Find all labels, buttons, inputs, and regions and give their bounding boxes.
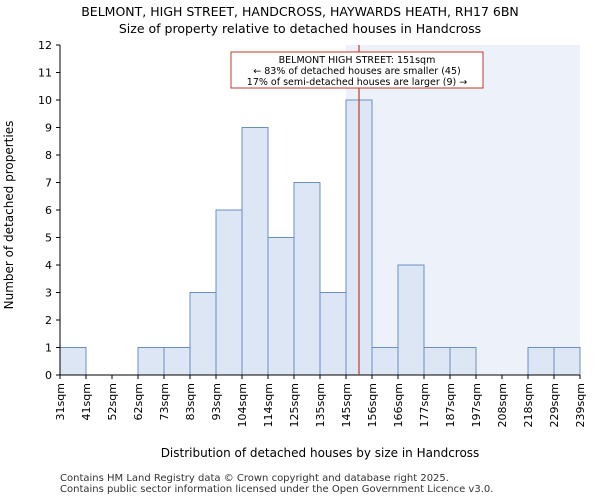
bar-18: [527, 347, 555, 376]
x-tick-label-8: 114sqm: [262, 383, 275, 427]
bar-19: [553, 347, 581, 376]
y-tick-label-8: 8: [45, 149, 52, 162]
bar-8: [267, 237, 295, 376]
y-tick-label-11: 11: [38, 67, 52, 80]
bar-4: [163, 347, 191, 376]
y-tick-label-5: 5: [45, 232, 52, 245]
x-tick-label-16: 197sqm: [470, 383, 483, 427]
highlight-region: [346, 45, 580, 375]
annotation-line-3: 17% of semi-detached houses are larger (…: [247, 77, 467, 88]
x-tick-label-4: 73sqm: [158, 383, 171, 420]
x-tick-label-6: 93sqm: [210, 383, 223, 420]
bar-13: [397, 264, 425, 376]
footer-copyright: Contains HM Land Registry data © Crown c…: [60, 473, 449, 484]
x-tick-label-1: 41sqm: [80, 383, 93, 420]
bar-15: [449, 347, 477, 376]
x-tick-label-12: 156sqm: [366, 383, 379, 427]
x-tick-label-18: 218sqm: [522, 383, 535, 427]
y-tick-label-7: 7: [45, 177, 52, 190]
x-tick-label-19: 229sqm: [548, 383, 561, 427]
y-tick-label-3: 3: [45, 287, 52, 300]
x-tick-label-0: 31sqm: [54, 383, 67, 420]
annotation-box: [230, 51, 484, 89]
bar-3: [137, 347, 165, 376]
bar-0: [59, 347, 87, 376]
chart-title-line1: BELMONT, HIGH STREET, HANDCROSS, HAYWARD…: [81, 4, 519, 19]
y-tick-label-4: 4: [45, 259, 52, 272]
bar-12: [371, 347, 399, 376]
y-tick-label-10: 10: [38, 94, 52, 107]
x-tick-label-5: 83sqm: [184, 383, 197, 420]
y-tick-label-9: 9: [45, 122, 52, 135]
bar-7: [241, 127, 269, 376]
chart-title-line2: Size of property relative to detached ho…: [118, 21, 482, 36]
bar-5: [189, 292, 217, 376]
y-tick-label-12: 12: [38, 39, 52, 52]
y-axis-label: Number of detached properties: [2, 121, 16, 310]
bar-6: [215, 209, 243, 376]
x-tick-label-14: 177sqm: [418, 383, 431, 427]
x-tick-label-17: 208sqm: [496, 383, 509, 427]
x-tick-label-9: 125sqm: [288, 383, 301, 427]
x-tick-label-15: 187sqm: [444, 383, 457, 427]
x-tick-label-2: 52sqm: [106, 383, 119, 420]
y-tick-label-0: 0: [45, 369, 52, 382]
x-tick-label-3: 62sqm: [132, 383, 145, 420]
x-tick-label-13: 166sqm: [392, 383, 405, 427]
x-axis-label: Distribution of detached houses by size …: [161, 446, 480, 460]
annotation-line-1: BELMONT HIGH STREET: 151sqm: [279, 55, 436, 66]
bar-9: [293, 182, 321, 376]
y-tick-label-1: 1: [45, 342, 52, 355]
x-tick-label-20: 239sqm: [574, 383, 587, 427]
bar-10: [319, 292, 347, 376]
annotation-line-2: ← 83% of detached houses are smaller (45…: [253, 66, 460, 77]
bar-14: [423, 347, 451, 376]
footer-licence: Contains public sector information licen…: [60, 484, 494, 495]
x-tick-label-11: 145sqm: [340, 383, 353, 427]
y-tick-label-2: 2: [45, 314, 52, 327]
x-tick-label-7: 104sqm: [236, 383, 249, 427]
y-tick-label-6: 6: [45, 204, 52, 217]
x-tick-label-10: 135sqm: [314, 383, 327, 427]
